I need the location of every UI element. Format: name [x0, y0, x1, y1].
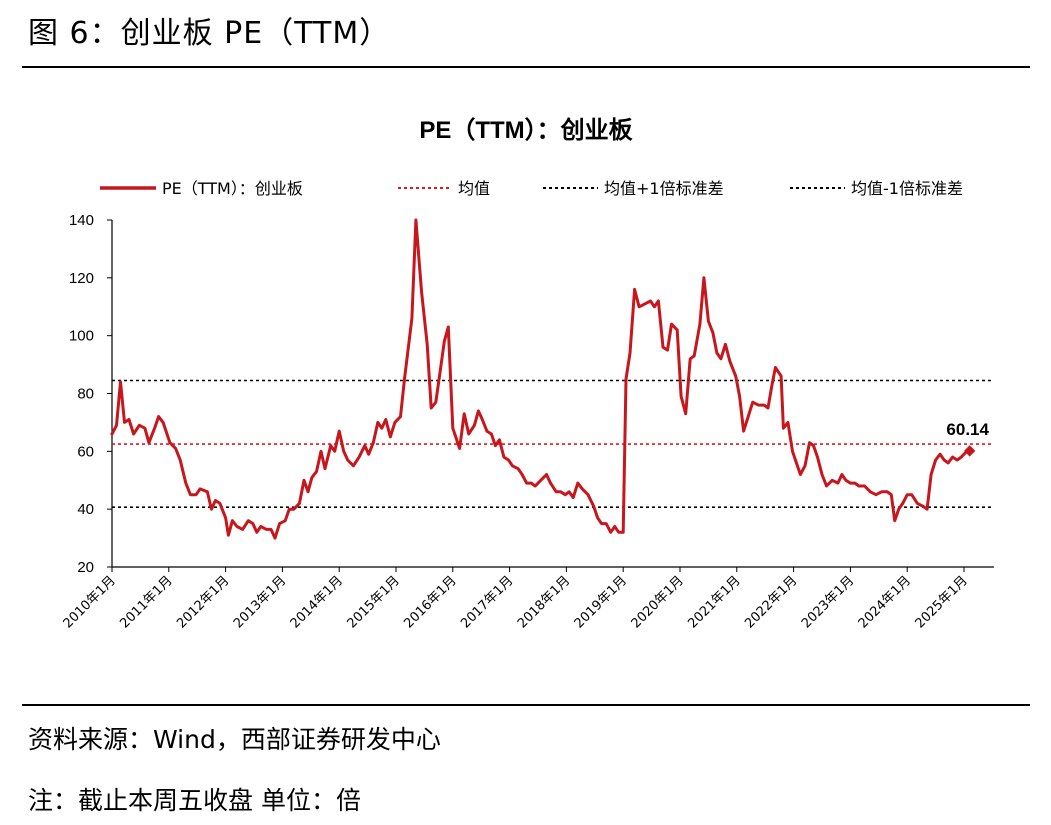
x-tick-label: 2020年1月 [629, 573, 687, 631]
x-tick-label: 2025年1月 [913, 573, 971, 631]
x-tick-label: 2024年1月 [856, 573, 914, 631]
x-tick-label: 2019年1月 [572, 573, 630, 631]
x-tick-label: 2015年1月 [345, 573, 403, 631]
x-tick-label: 2022年1月 [742, 573, 800, 631]
bottom-rule [22, 704, 1030, 706]
x-tick-label: 2021年1月 [685, 573, 743, 631]
y-tick-label: 60 [77, 443, 94, 460]
x-tick-label: 2013年1月 [231, 573, 289, 631]
y-tick-label: 80 [77, 386, 94, 403]
pe-chart: PE（TTM）：创业板 PE（TTM）：创业板 均值 均值+1倍标准差 均值-1… [61, 117, 994, 631]
series-line-pe-ttm [110, 218, 972, 540]
source-note: 资料来源：Wind，西部证券研发中心 [28, 725, 441, 754]
chart-title: PE（TTM）：创业板 [419, 117, 633, 144]
x-tick-label: 2018年1月 [515, 573, 573, 631]
y-tick-label: 20 [77, 559, 94, 576]
x-tick-label: 2010年1月 [61, 573, 119, 631]
top-rule [22, 66, 1030, 68]
unit-note: 注：截止本周五收盘 单位：倍 [28, 786, 361, 815]
last-point-marker [964, 445, 976, 457]
x-tick-label: 2011年1月 [117, 573, 175, 631]
last-value-label: 60.14 [946, 420, 989, 439]
x-tick-label: 2017年1月 [458, 573, 516, 631]
x-tick-label: 2023年1月 [799, 573, 857, 631]
y-tick-label: 120 [69, 270, 94, 287]
legend: PE（TTM）：创业板 均值 均值+1倍标准差 均值-1倍标准差 [100, 179, 963, 198]
x-tick-label: 2012年1月 [174, 573, 232, 631]
plot-area: 204060801001201402010年1月2011年1月2012年1月20… [61, 212, 994, 631]
x-tick-label: 2014年1月 [288, 573, 346, 631]
legend-label-mean: 均值 [458, 179, 490, 198]
legend-label-plus-sd: 均值+1倍标准差 [604, 179, 724, 198]
y-tick-label: 40 [77, 501, 94, 518]
y-tick-label: 140 [69, 212, 94, 229]
legend-label-series: PE（TTM）：创业板 [162, 179, 303, 198]
x-tick-label: 2016年1月 [401, 573, 459, 631]
figure-title: 图 6：创业板 PE（TTM） [28, 16, 391, 51]
legend-label-minus-sd: 均值-1倍标准差 [851, 179, 963, 198]
y-tick-label: 100 [69, 328, 94, 345]
